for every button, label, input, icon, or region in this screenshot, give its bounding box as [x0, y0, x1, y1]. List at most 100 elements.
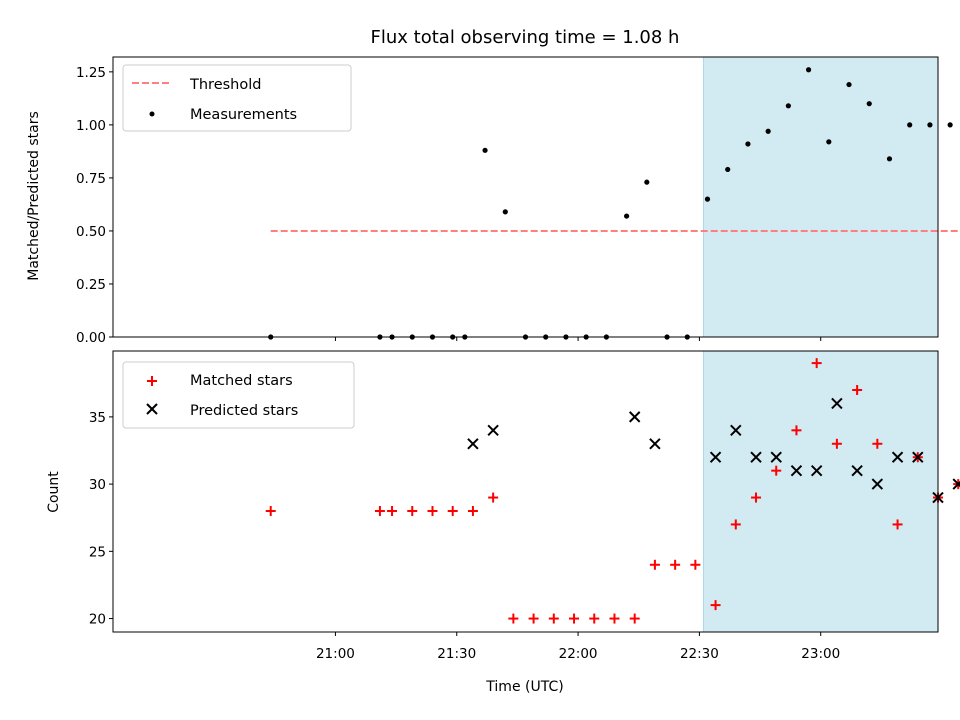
- matched-star-point: [609, 613, 620, 624]
- bottom-ytick-label: 20: [89, 612, 106, 628]
- matched-star-point: [771, 465, 782, 476]
- matched-star-point: [407, 505, 418, 516]
- matched-star-point: [872, 438, 883, 449]
- measurement-point: [947, 122, 953, 128]
- predicted-star-point: [891, 451, 904, 463]
- predicted-star-point: [730, 424, 742, 437]
- predicted-x-b: [487, 424, 499, 437]
- predicted-star-point: [810, 464, 823, 477]
- measurement-point: [482, 147, 488, 153]
- xtick-label: 23:00: [801, 646, 840, 662]
- measurement-point: [745, 141, 751, 147]
- matched-star-point: [387, 505, 398, 516]
- bottom-x-ticks: 21:00 21:30 22:00 22:30 23:00: [316, 632, 840, 662]
- bottom-highlight-span: [702, 350, 939, 633]
- x-axis-label: Time (UTC): [485, 679, 563, 695]
- matched-star-point: [892, 519, 903, 530]
- predicted-star-point: [871, 478, 884, 490]
- xtick-label: 22:30: [680, 646, 719, 662]
- predicted-star-point: [831, 397, 843, 410]
- matched-star-point: [447, 505, 458, 516]
- predicted-star-point: [770, 451, 782, 463]
- measurement-point: [624, 213, 630, 219]
- predicted-x-b: [891, 451, 904, 463]
- matched-star-point: [710, 600, 721, 611]
- predicted-x-b: [750, 451, 762, 463]
- predicted-x-b: [730, 424, 742, 437]
- matched-star-point: [589, 613, 600, 624]
- matched-star-point: [467, 505, 478, 516]
- xtick-label: 22:00: [559, 646, 598, 662]
- top-x-ticks: [334, 337, 822, 341]
- measurement-point: [886, 156, 893, 162]
- predicted-x-b: [912, 451, 924, 463]
- top-ytick-label: 0.50: [76, 224, 106, 240]
- predicted-star-point: [952, 478, 960, 490]
- bottom-legend: Matched stars Predicted stars: [122, 361, 355, 429]
- top-ytick-label: 1.00: [76, 118, 106, 134]
- legend-matched-label: Matched stars: [190, 373, 293, 389]
- top-ytick-label: 0.75: [76, 171, 106, 187]
- measurement-point: [866, 101, 872, 107]
- matched-star-point: [265, 505, 276, 516]
- matched-star-point: [427, 505, 438, 516]
- measurement-point: [725, 166, 731, 173]
- matched-star-point: [629, 613, 640, 624]
- matched-star-point: [670, 559, 681, 570]
- xtick-label: 21:30: [437, 646, 476, 662]
- top-ytick-label: 1.25: [76, 65, 106, 81]
- top-y-ticks: 0.00 0.25 0.50 0.75 1.00 1.25: [76, 65, 113, 346]
- predicted-x-b: [851, 464, 863, 477]
- predicted-star-point: [467, 438, 479, 450]
- predicted-star-point: [790, 464, 803, 477]
- predicted-star-point: [628, 411, 641, 423]
- legend-threshold-label: Threshold: [189, 77, 261, 93]
- legend-measurements-swatch: [149, 111, 155, 117]
- measurement-point: [907, 122, 913, 128]
- predicted-x-b: [467, 438, 479, 450]
- measurement-point: [826, 139, 832, 145]
- predicted-x-b: [871, 478, 884, 490]
- predicted-star-point: [709, 451, 722, 463]
- top-highlight-span: [702, 56, 939, 338]
- measurement-point: [765, 128, 771, 134]
- matched-star-point: [831, 438, 842, 449]
- predicted-x-b: [952, 480, 960, 490]
- legend-matched-swatch: [147, 376, 157, 386]
- predicted-star-point: [487, 424, 499, 437]
- matched-star-point: [751, 492, 762, 503]
- predicted-star-point: [851, 464, 863, 477]
- legend-measurements-label: Measurements: [190, 107, 297, 123]
- measurement-points: [268, 67, 953, 340]
- matched-star-point: [488, 492, 499, 503]
- measurement-point: [785, 103, 791, 109]
- measurement-point: [927, 122, 933, 128]
- legend-predicted-swatch: [146, 403, 158, 415]
- predicted-x-b: [628, 411, 641, 423]
- bottom-ytick-label: 25: [89, 544, 106, 560]
- matched-star-point: [508, 613, 519, 624]
- matched-star-point: [528, 613, 539, 624]
- top-ytick-label: 0.25: [76, 277, 106, 293]
- measurement-point: [805, 67, 812, 73]
- predicted-x-b: [649, 438, 661, 450]
- matched-star-point: [690, 559, 701, 570]
- xtick-label: 21:00: [316, 646, 355, 662]
- measurement-point: [502, 209, 508, 215]
- bottom-panel: 20 25 30 35 21:00 21:30 22:00 22:30 23:00 Count…: [46, 350, 960, 695]
- top-panel: 0.00 0.25 0.50 0.75 1.00 1.25 Matched/Predict…: [26, 56, 960, 346]
- matched-star-point: [569, 613, 580, 624]
- bottom-ytick-label: 30: [89, 477, 106, 493]
- matched-star-point: [374, 505, 385, 516]
- bottom-y-ticks: 20 25 30 35: [89, 410, 113, 628]
- matched-star-point: [649, 559, 660, 570]
- legend-predicted-label: Predicted stars: [190, 403, 298, 419]
- bottom-y-axis-label: Count: [46, 471, 62, 513]
- predicted-star-point: [912, 451, 924, 463]
- measurement-point: [704, 196, 711, 202]
- measurement-point: [846, 81, 852, 88]
- predicted-star-point: [750, 451, 762, 463]
- bottom-axes-frame: [112, 350, 939, 633]
- bottom-ytick-label: 35: [89, 410, 106, 426]
